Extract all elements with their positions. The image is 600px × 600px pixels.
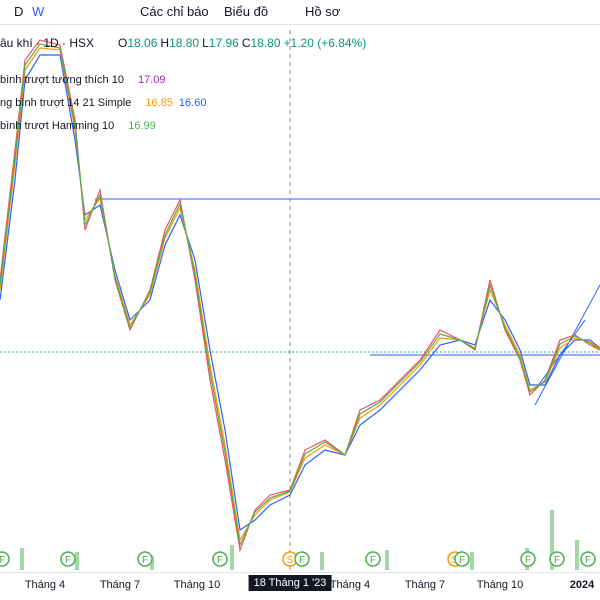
- time-label: Tháng 7: [404, 579, 446, 591]
- ma-line: [0, 39, 600, 553]
- event-letter: F: [0, 555, 5, 566]
- event-letter: S: [287, 555, 294, 566]
- event-marker[interactable]: [454, 551, 470, 567]
- event-letter: F: [299, 555, 305, 566]
- event-letter: F: [370, 555, 376, 566]
- ohlc-value: 17.96: [208, 36, 239, 50]
- indicator: bình trượt Hamming 10 16.99: [0, 120, 162, 132]
- indicator-value: 16.85: [145, 97, 173, 109]
- event-marker[interactable]: [137, 551, 153, 567]
- indicator-name: bình trượt tương thích 10: [0, 74, 124, 86]
- ohlc-label: C: [241, 36, 251, 50]
- event-letter: F: [525, 555, 531, 566]
- event-marker[interactable]: [0, 551, 10, 567]
- ohlc-value: 18.80: [169, 36, 200, 50]
- ohlc-label: L: [202, 36, 209, 50]
- time-label: Tháng 7: [99, 579, 141, 591]
- event-marker[interactable]: [60, 551, 76, 567]
- time-label: Tháng 4: [24, 579, 66, 591]
- event-letter: F: [554, 555, 560, 566]
- symbol: âu khí · 1D · HSX: [0, 36, 95, 50]
- toolbar-button[interactable]: Các chỉ báo: [140, 4, 209, 19]
- change: +1.20 (+6.84%): [283, 36, 367, 50]
- toolbar-button[interactable]: Biểu đồ: [224, 4, 269, 19]
- ma-line: [0, 43, 600, 548]
- toolbar-button[interactable]: D: [14, 4, 24, 19]
- indicator-value: 16.60: [178, 97, 207, 109]
- event-marker[interactable]: [580, 551, 596, 567]
- event-letter: F: [217, 555, 223, 566]
- time-label: 18 Tháng 1 '23: [248, 575, 332, 591]
- indicator: ng bình trượt 14 21 Simple 16.85 16.60: [0, 97, 212, 109]
- chart-canvas: FFFFSFFSFFFF: [0, 30, 600, 572]
- event-marker[interactable]: [549, 551, 565, 567]
- time-label: 2024: [569, 579, 595, 591]
- event-letter: F: [459, 555, 465, 566]
- indicator-value: 16.99: [128, 120, 156, 132]
- event-letter: F: [585, 555, 591, 566]
- indicator-value: 17.09: [137, 74, 166, 86]
- time-label: Tháng 10: [476, 579, 524, 591]
- event-marker[interactable]: [212, 551, 228, 567]
- event-marker[interactable]: [520, 551, 536, 567]
- time-label: Tháng 4: [329, 579, 371, 591]
- event-letter: F: [65, 555, 71, 566]
- ohlc-label: H: [160, 36, 170, 50]
- ohlc-value: 18.06: [127, 36, 158, 50]
- event-marker[interactable]: [294, 551, 310, 567]
- legend: âu khí · 1D · HSX O18.06 H18.80 L17.96 C18.8…: [0, 36, 366, 50]
- time-label: Tháng 10: [173, 579, 221, 591]
- toolbar-button[interactable]: Hồ sơ: [305, 4, 341, 19]
- ohlc-value: 18.80: [250, 36, 281, 50]
- toolbar: D W Các chỉ báo Biểu đồ Hồ sơ: [0, 0, 600, 25]
- indicator: bình trượt tương thích 10 17.09: [0, 74, 171, 86]
- ma-line: [0, 47, 600, 542]
- time-axis: Tháng 4 Tháng 7 Tháng 10 18 Tháng 1 '23 Thán…: [0, 572, 600, 600]
- toolbar-button[interactable]: W: [32, 4, 45, 19]
- event-marker[interactable]: [365, 551, 381, 567]
- event-letter: F: [142, 555, 148, 566]
- indicator-name: bình trượt Hamming 10: [0, 120, 115, 132]
- ohlc-label: O: [118, 36, 128, 50]
- indicator-name: ng bình trượt 14 21 Simple: [0, 97, 132, 109]
